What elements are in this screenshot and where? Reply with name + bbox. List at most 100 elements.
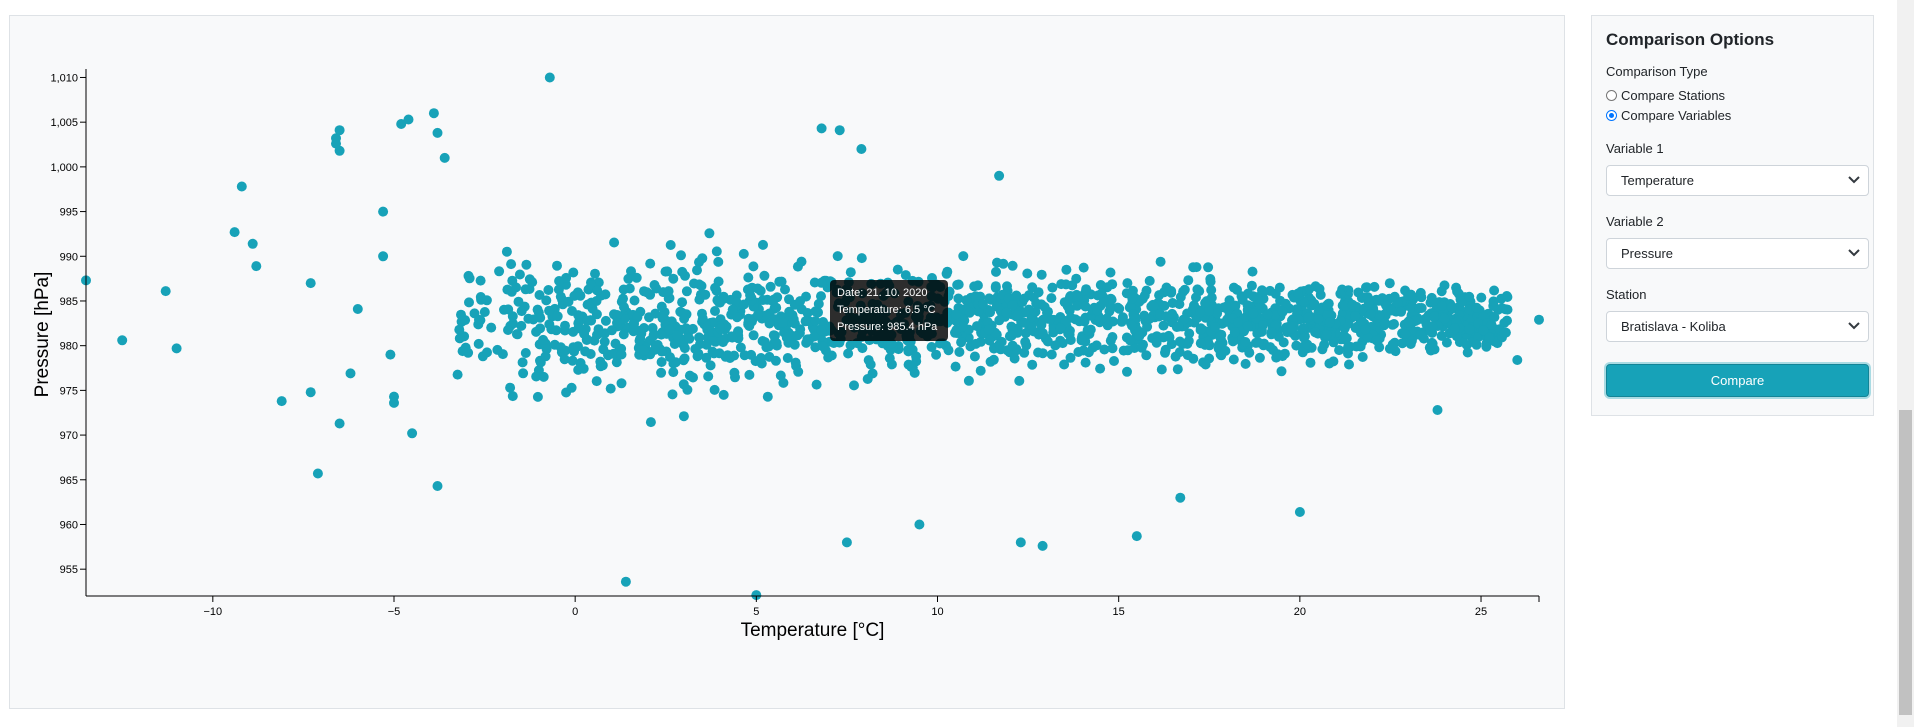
data-point	[678, 379, 689, 390]
data-point	[1361, 282, 1372, 293]
data-point	[403, 114, 414, 125]
data-point	[663, 286, 674, 297]
data-point	[567, 306, 577, 316]
scrollbar-thumb[interactable]	[1899, 410, 1912, 715]
data-point	[591, 309, 602, 320]
data-point	[616, 349, 627, 360]
y-tick-label: 1,000	[50, 162, 78, 174]
data-point	[1006, 330, 1017, 341]
data-point	[1501, 291, 1512, 301]
data-point	[911, 351, 922, 362]
data-point	[580, 346, 591, 357]
data-point	[694, 332, 705, 343]
data-point	[378, 206, 389, 217]
data-point	[969, 351, 980, 362]
data-point	[1242, 321, 1253, 332]
data-point	[1173, 321, 1184, 332]
data-point	[456, 309, 466, 320]
data-point	[479, 307, 490, 317]
data-point	[514, 269, 525, 280]
radio-button-stations[interactable]	[1606, 89, 1617, 101]
data-point	[843, 348, 854, 359]
data-point	[1270, 310, 1281, 321]
data-point	[1012, 310, 1023, 320]
data-point	[1464, 324, 1475, 335]
radio-compare-stations[interactable]: Compare Stations	[1606, 87, 1859, 103]
y-tick-label: 985	[60, 296, 78, 308]
data-point	[645, 258, 656, 269]
data-point	[378, 251, 389, 262]
data-point	[1471, 302, 1482, 313]
radio-compare-variables[interactable]: Compare Variables	[1606, 107, 1859, 123]
data-point	[1033, 287, 1044, 298]
data-point	[1019, 347, 1030, 358]
data-point	[668, 367, 679, 378]
data-point	[792, 330, 803, 341]
data-point	[236, 181, 247, 192]
radio-button-variables[interactable]	[1606, 109, 1617, 121]
data-point	[473, 338, 484, 349]
data-point	[1015, 537, 1026, 548]
y-tick-label: 975	[60, 385, 78, 397]
data-point	[1303, 312, 1314, 323]
data-point	[1046, 349, 1057, 360]
data-point	[464, 297, 474, 308]
data-point	[1478, 325, 1489, 336]
data-point	[1406, 289, 1416, 300]
data-point	[1489, 285, 1500, 296]
variable2-select[interactable]: Pressure	[1606, 238, 1869, 269]
data-point	[1059, 359, 1070, 370]
data-point	[593, 324, 604, 335]
data-point	[505, 382, 516, 393]
variable1-select[interactable]: Temperature	[1606, 165, 1869, 196]
data-point	[992, 257, 1002, 268]
data-point	[1240, 358, 1251, 369]
data-point	[961, 295, 972, 306]
data-point	[710, 306, 720, 316]
data-point	[752, 283, 763, 294]
data-point	[935, 338, 945, 349]
data-point	[1319, 339, 1330, 350]
data-point	[1072, 300, 1083, 311]
data-point	[892, 264, 903, 275]
data-point	[1061, 279, 1071, 290]
comparison-type-label: Comparison Type	[1606, 64, 1708, 79]
data-point	[629, 319, 639, 329]
data-point	[1116, 316, 1127, 327]
data-point	[1019, 317, 1030, 328]
data-point	[900, 270, 911, 281]
page-scrollbar[interactable]	[1897, 0, 1914, 727]
data-point	[573, 323, 584, 334]
data-point	[1064, 329, 1075, 340]
data-point	[511, 282, 521, 293]
data-point	[1415, 330, 1426, 341]
data-point	[507, 391, 518, 402]
data-point	[1220, 345, 1231, 356]
data-point	[816, 277, 827, 288]
data-point	[1253, 337, 1264, 348]
data-point	[1471, 339, 1482, 350]
data-point	[1274, 282, 1285, 293]
x-tick-label: −5	[388, 606, 401, 618]
data-point	[1020, 336, 1031, 347]
data-point	[744, 321, 755, 331]
data-point	[679, 313, 690, 324]
radio-compare-stations-label: Compare Stations	[1621, 87, 1726, 103]
data-point	[781, 332, 792, 343]
data-point	[778, 377, 789, 388]
data-point	[1127, 293, 1138, 304]
data-point	[1276, 366, 1287, 377]
data-point	[1266, 327, 1277, 337]
data-point	[1155, 256, 1166, 267]
data-point	[776, 276, 787, 287]
scatter-chart[interactable]: −10 −5 0 5 10 15 20 25 955 960 965 970 975 980 985 990 9…	[10, 16, 1566, 710]
data-point	[1148, 300, 1159, 311]
y-tick-label: 955	[60, 564, 78, 576]
data-point	[1484, 332, 1495, 343]
x-tick-label: −10	[203, 606, 222, 618]
data-point	[1406, 302, 1417, 313]
data-point	[432, 127, 443, 138]
compare-button[interactable]: Compare	[1606, 364, 1869, 397]
data-point	[1175, 492, 1186, 503]
station-select[interactable]: Bratislava - Koliba	[1606, 311, 1869, 342]
